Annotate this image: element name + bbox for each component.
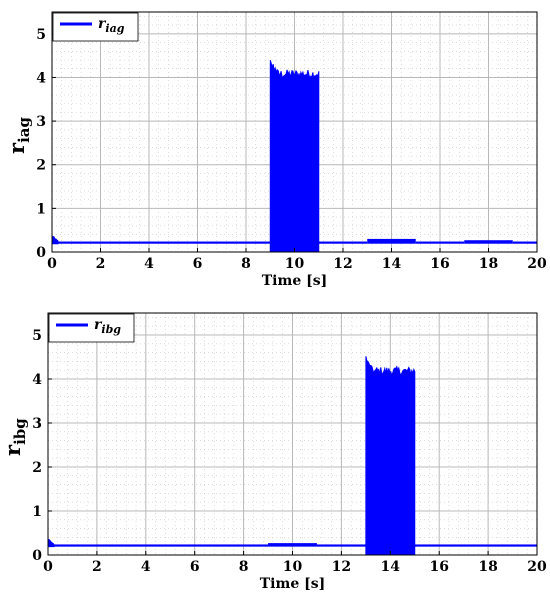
x-tick-label: 10	[283, 559, 303, 575]
series-segment	[367, 238, 416, 244]
series-segment	[316, 544, 366, 547]
y-tick-label: 4	[32, 372, 42, 388]
signal-band	[48, 544, 269, 547]
series-segment	[414, 544, 537, 547]
y-tick-label: 0	[36, 245, 46, 261]
series-segment	[318, 241, 368, 244]
x-tick-label: 2	[96, 256, 106, 272]
series-segment	[365, 356, 416, 556]
y-tick-label: 3	[36, 114, 46, 130]
legend-box	[48, 313, 135, 343]
signal-start-spike	[47, 538, 55, 548]
legend-label: riag	[98, 16, 125, 35]
x-tick-label: 14	[381, 559, 401, 575]
x-tick-label: 20	[527, 256, 547, 272]
legend: ribg	[48, 313, 135, 343]
series-r_iag	[51, 60, 537, 253]
signal-start-spike	[51, 235, 59, 245]
x-tick-label: 10	[285, 256, 305, 272]
signal-band	[464, 240, 513, 244]
series-segment	[512, 241, 537, 244]
y-axis-title: ribg	[0, 418, 29, 456]
x-tick-label: 6	[193, 256, 203, 272]
y-tick-label: 2	[36, 158, 46, 174]
x-tick-label: 4	[141, 559, 151, 575]
series-segment	[47, 538, 269, 548]
series-r_ibg	[47, 356, 537, 556]
signal-band	[367, 238, 416, 244]
y-tick-label: 3	[32, 416, 42, 432]
signal-band	[512, 241, 537, 244]
y-tick-label: 1	[32, 504, 42, 520]
signal-burst	[365, 356, 416, 556]
x-tick-label: 20	[527, 559, 547, 575]
series-segment	[464, 240, 513, 244]
x-axis-title: Time [s]	[262, 273, 327, 289]
x-tick-label: 4	[144, 256, 154, 272]
legend-box	[52, 12, 139, 42]
x-tick-label: 8	[241, 256, 251, 272]
x-tick-label: 0	[47, 256, 57, 272]
y-tick-label: 5	[36, 27, 46, 43]
signal-burst	[269, 60, 320, 253]
x-tick-label: 18	[478, 559, 497, 575]
signal-band	[316, 544, 366, 547]
grid	[47, 313, 538, 556]
x-tick-label: 12	[333, 256, 352, 272]
y-tick-label: 4	[36, 70, 46, 86]
x-tick-label: 16	[429, 559, 448, 575]
x-tick-label: 8	[239, 559, 249, 575]
x-tick-label: 14	[382, 256, 402, 272]
signal-band	[318, 241, 368, 244]
x-axis-title: Time [s]	[260, 576, 325, 592]
signal-band	[52, 241, 271, 244]
y-tick-label: 0	[32, 548, 42, 564]
x-tick-label: 0	[43, 559, 53, 575]
legend-label: ribg	[94, 317, 121, 336]
series-segment	[268, 543, 317, 547]
signal-band	[414, 544, 537, 547]
y-tick-label: 5	[32, 328, 42, 344]
legend: riag	[52, 12, 139, 42]
x-tick-label: 6	[190, 559, 200, 575]
x-tick-label: 2	[92, 559, 102, 575]
signal-band	[415, 241, 465, 244]
series-segment	[51, 235, 271, 245]
series-segment	[269, 60, 320, 253]
x-tick-label: 12	[332, 559, 351, 575]
series-segment	[415, 241, 465, 244]
signal-band	[268, 543, 317, 547]
x-tick-label: 18	[479, 256, 498, 272]
x-tick-label: 16	[430, 256, 449, 272]
y-tick-label: 1	[36, 201, 46, 217]
y-axis-title: riag	[4, 117, 33, 154]
y-tick-label: 2	[32, 460, 42, 476]
